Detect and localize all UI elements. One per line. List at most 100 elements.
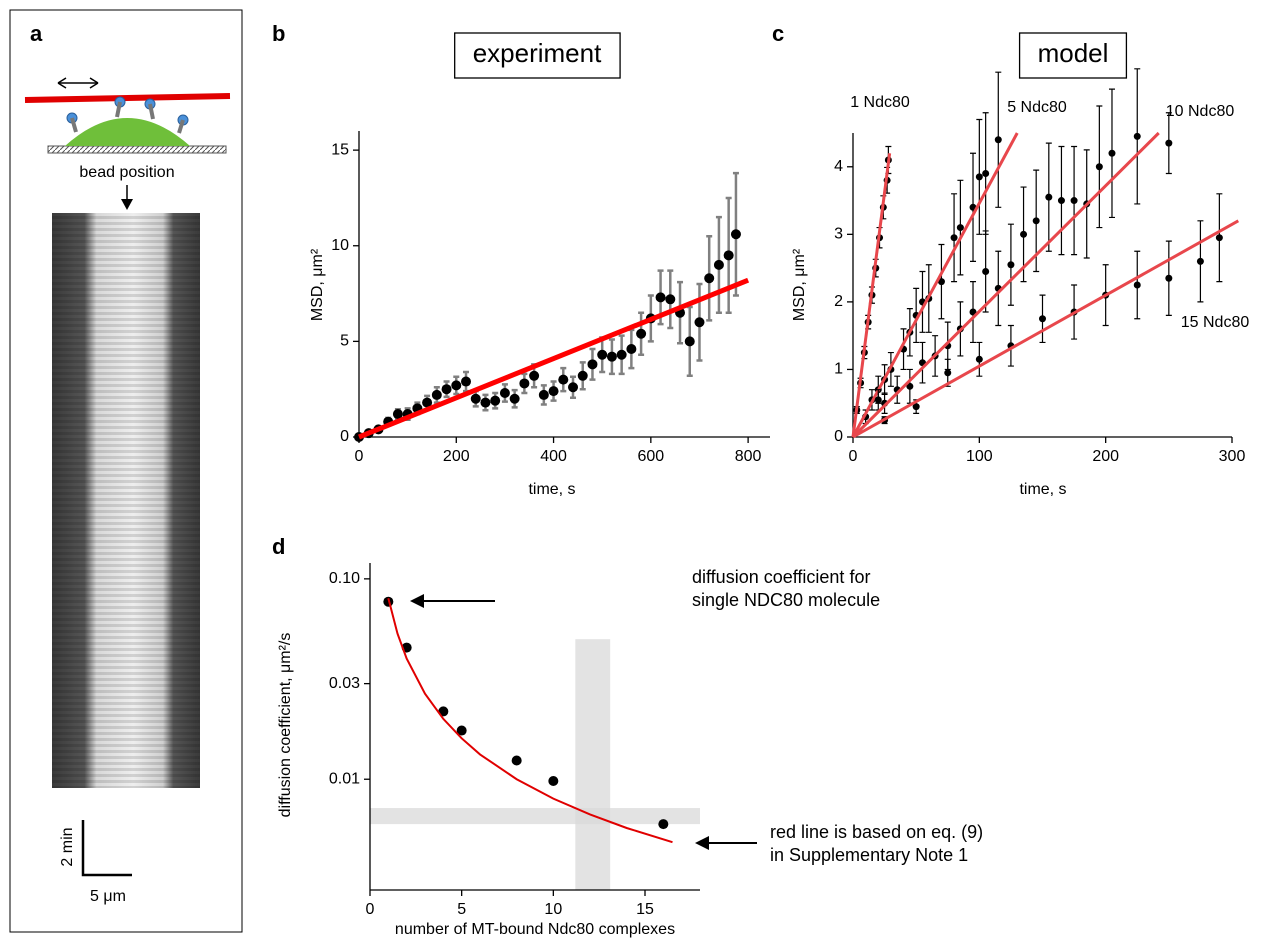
data-point bbox=[950, 234, 958, 242]
x-axis-label: time, s bbox=[1019, 481, 1066, 498]
series-label: 5 Ndc80 bbox=[1007, 99, 1067, 116]
data-point bbox=[906, 382, 914, 390]
y-tick-label: 0.10 bbox=[329, 570, 360, 587]
data-point bbox=[1020, 230, 1028, 238]
data-point bbox=[937, 278, 945, 286]
fit-line bbox=[387, 598, 673, 844]
data-point bbox=[538, 389, 549, 400]
x-tick-label: 0 bbox=[366, 901, 375, 918]
bead bbox=[65, 118, 190, 146]
data-point bbox=[1165, 274, 1173, 282]
bead-position-label: bead position bbox=[79, 164, 174, 181]
y-axis-label: MSD, μm² bbox=[309, 248, 326, 321]
data-point bbox=[548, 775, 559, 786]
x-tick-label: 100 bbox=[966, 448, 993, 465]
x-tick-label: 200 bbox=[443, 448, 470, 465]
data-point bbox=[969, 308, 977, 316]
data-point bbox=[1039, 315, 1046, 323]
data-point bbox=[658, 819, 669, 830]
data-point bbox=[982, 267, 990, 275]
arrow-heads bbox=[57, 77, 99, 89]
series-label: 15 Ndc80 bbox=[1181, 314, 1250, 331]
data-point bbox=[975, 355, 983, 363]
x-tick-label: 600 bbox=[637, 448, 664, 465]
panel-letter: d bbox=[272, 534, 285, 559]
length-scale-label: 5 μm bbox=[90, 888, 126, 905]
title-box bbox=[1018, 32, 1128, 79]
data-point bbox=[1196, 257, 1204, 265]
y-tick-label: 10 bbox=[331, 237, 349, 254]
shaded-region bbox=[575, 639, 611, 890]
data-point bbox=[1108, 149, 1116, 157]
fit-line bbox=[851, 131, 1160, 439]
y-tick-label: 4 bbox=[834, 158, 843, 175]
data-point bbox=[558, 374, 569, 385]
data-point bbox=[1070, 197, 1078, 205]
data-point bbox=[874, 396, 882, 404]
data-point bbox=[1057, 197, 1065, 205]
annotation: in Supplementary Note 1 bbox=[770, 845, 968, 865]
data-point bbox=[616, 349, 627, 360]
data-point bbox=[704, 273, 715, 284]
data-point bbox=[1133, 132, 1141, 140]
time-scale-label: 2 min bbox=[59, 827, 76, 866]
data-point bbox=[1007, 261, 1015, 269]
fit-line bbox=[852, 219, 1240, 439]
data-point bbox=[912, 403, 920, 411]
data-point bbox=[956, 224, 964, 232]
data-point bbox=[568, 382, 579, 393]
data-point bbox=[577, 370, 588, 381]
fit-line bbox=[358, 277, 750, 440]
data-point bbox=[451, 380, 462, 391]
y-tick-label: 15 bbox=[331, 141, 349, 158]
data-point bbox=[470, 393, 481, 404]
data-point bbox=[1215, 234, 1223, 242]
annotation: diffusion coefficient for bbox=[692, 567, 870, 587]
data-point bbox=[684, 336, 695, 347]
y-tick-label: 1 bbox=[834, 361, 843, 378]
data-point bbox=[975, 173, 983, 181]
data-point bbox=[548, 386, 559, 397]
data-point bbox=[529, 370, 540, 381]
x-tick-label: 0 bbox=[355, 448, 364, 465]
x-tick-label: 800 bbox=[735, 448, 762, 465]
data-point bbox=[944, 369, 952, 377]
data-point bbox=[480, 397, 491, 408]
data-point bbox=[636, 328, 647, 339]
arrow-head bbox=[695, 836, 709, 850]
x-axis-label: number of MT-bound Ndc80 complexes bbox=[395, 921, 675, 938]
data-point bbox=[694, 317, 705, 328]
data-point bbox=[431, 389, 442, 400]
y-tick-label: 0.03 bbox=[329, 675, 360, 692]
x-tick-label: 15 bbox=[636, 901, 654, 918]
y-tick-label: 3 bbox=[834, 226, 843, 243]
data-point bbox=[982, 170, 990, 178]
panel-letter: c bbox=[772, 21, 784, 46]
data-point bbox=[1095, 163, 1103, 171]
ndc80-molecules bbox=[66, 96, 189, 134]
series-label: 10 Ndc80 bbox=[1166, 103, 1235, 120]
annotation: single NDC80 molecule bbox=[692, 590, 880, 610]
y-axis-label: diffusion coefficient, μm²/s bbox=[277, 633, 294, 818]
x-tick-label: 200 bbox=[1092, 448, 1119, 465]
data-point bbox=[1133, 281, 1141, 289]
kymograph-texture bbox=[52, 213, 200, 788]
y-axis-label: MSD, μm² bbox=[791, 248, 808, 321]
fit-line bbox=[851, 153, 892, 438]
data-point bbox=[519, 378, 530, 389]
x-tick-label: 300 bbox=[1219, 448, 1246, 465]
title-box bbox=[454, 32, 621, 79]
x-tick-label: 10 bbox=[544, 901, 562, 918]
data-point bbox=[606, 351, 617, 362]
data-point bbox=[723, 250, 734, 261]
data-point bbox=[587, 359, 598, 370]
chart-title: model bbox=[1038, 38, 1109, 68]
arrow-head bbox=[410, 594, 424, 608]
x-tick-label: 0 bbox=[849, 448, 858, 465]
data-point bbox=[490, 395, 501, 406]
annotation: red line is based on eq. (9) bbox=[770, 822, 983, 842]
panel-letter: b bbox=[272, 21, 285, 46]
y-tick-label: 0.01 bbox=[329, 770, 360, 787]
y-tick-label: 0 bbox=[340, 428, 349, 445]
